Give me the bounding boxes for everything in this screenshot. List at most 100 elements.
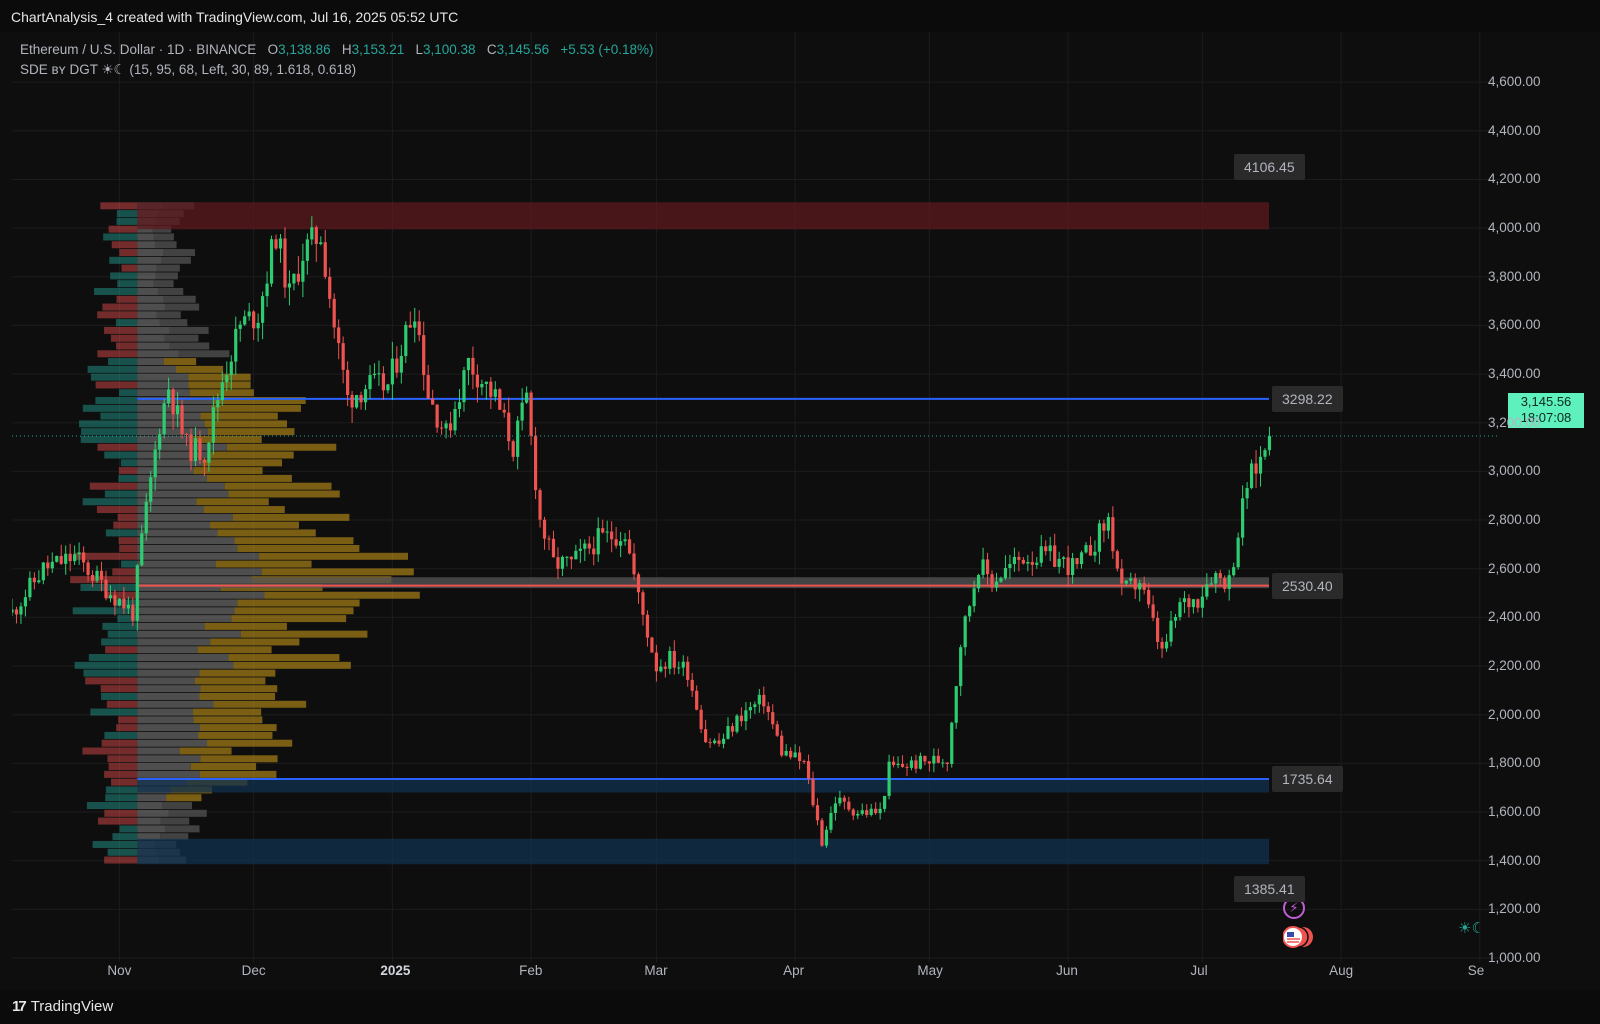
candle-body (149, 477, 153, 502)
candle-body (945, 762, 949, 764)
candle-body (820, 820, 824, 846)
candle-body (923, 755, 927, 762)
candle-body (86, 562, 90, 576)
candle-body (1196, 599, 1200, 608)
candle-body (399, 355, 403, 373)
candle-body (493, 389, 497, 397)
volume-profile-bar (210, 521, 299, 529)
volume-profile-bar (137, 295, 164, 303)
volume-profile-delta-bar (90, 373, 138, 381)
candle-body (1035, 562, 1039, 565)
volume-profile-delta-bar (87, 365, 138, 373)
volume-profile-delta-bar (100, 202, 138, 210)
volume-profile-bar (234, 537, 354, 545)
volume-profile-delta-bar (94, 287, 138, 295)
candle-body (381, 373, 386, 391)
volume-profile-bar (237, 599, 360, 607)
candle-body (708, 742, 712, 744)
volume-profile-delta-bar (101, 638, 138, 646)
legend-indicator-row[interactable]: SDE ʙʏ DGT ☀☾ (15, 95, 68, Left, 30, 89,… (20, 60, 654, 80)
volume-profile-delta-bar (96, 506, 138, 514)
volume-profile-bar (153, 280, 174, 288)
volume-profile-bar (204, 420, 287, 428)
candle-body (686, 661, 690, 680)
volume-profile-delta-bar (101, 692, 138, 700)
price-zone (137, 838, 1269, 865)
volume-profile-bar (137, 661, 234, 669)
candle-body (623, 539, 627, 542)
candle-body (560, 556, 565, 569)
volume-profile-bar (137, 233, 154, 241)
volume-profile-bar (137, 342, 170, 350)
volume-profile-bar (199, 692, 276, 700)
volume-profile-delta-bar (80, 583, 138, 591)
candle-body (578, 548, 582, 551)
volume-profile-bar (137, 249, 164, 257)
candle-body (448, 423, 453, 431)
chart-canvas[interactable] (12, 32, 1500, 982)
candle-body (202, 459, 207, 463)
candle-body (229, 361, 233, 376)
volume-profile-bar (137, 482, 225, 490)
candle-body (632, 553, 636, 575)
candle-body (390, 358, 394, 385)
candle-body (1053, 545, 1057, 567)
current-price-value: 3,145.56 (1520, 394, 1572, 409)
volume-profile-bar (210, 404, 301, 412)
us-flag-icon[interactable] (1283, 925, 1313, 949)
candle-body (77, 552, 81, 555)
volume-profile-bar (137, 817, 161, 825)
candle-body (542, 519, 547, 539)
volume-profile-bar (137, 552, 260, 560)
bar-countdown: 18:07:08 (1520, 410, 1572, 425)
volume-profile-delta-bar (104, 326, 138, 334)
candle-body (372, 373, 377, 376)
volume-profile-delta-bar (115, 319, 138, 327)
legend-open-value: 3,138.86 (278, 42, 331, 57)
candle-body (274, 239, 278, 249)
candle-body (547, 538, 551, 540)
candle-body (82, 552, 86, 563)
candle-body (704, 729, 708, 743)
volume-profile-delta-bar (112, 568, 138, 576)
candle-body (654, 652, 658, 672)
candle-body (278, 238, 283, 249)
candle-body (252, 311, 256, 329)
volume-profile-bar (237, 545, 360, 552)
tradingview-logo[interactable]: 17 TradingView (12, 998, 113, 1015)
volume-profile-bar (200, 412, 278, 420)
candle-body (762, 694, 766, 707)
volume-profile-bar (193, 716, 263, 724)
volume-profile-bar (161, 256, 191, 264)
candle-body (12, 609, 14, 613)
volume-profile-bar (137, 365, 176, 373)
current-price-tag: 3,145.56 18:07:08 (1508, 393, 1584, 428)
candle-body (806, 761, 811, 779)
candle-body (941, 762, 945, 764)
candle-body (413, 321, 417, 328)
candle-body (1258, 456, 1263, 474)
candle-body (23, 597, 28, 607)
candle-body (256, 322, 260, 329)
candle-body (1227, 575, 1231, 589)
legend-symbol[interactable]: Ethereum / U.S. Dollar · 1D · BINANCE (20, 42, 257, 57)
candle-body (431, 398, 435, 405)
volume-profile-delta-bar (118, 537, 138, 545)
volume-profile-delta-bar (104, 451, 138, 459)
session-sun-moon-icon[interactable]: ☀☾ (1458, 920, 1485, 937)
candle-body (1236, 537, 1240, 568)
volume-profile-bar (137, 506, 204, 514)
candle-body (516, 420, 520, 457)
tradingview-mark-icon: 17 (12, 998, 27, 1015)
volume-profile-bar (233, 661, 351, 669)
chart-area[interactable] (12, 32, 1500, 982)
candle-body (507, 412, 511, 442)
candle-body (1062, 557, 1066, 559)
volume-profile-delta-bar (118, 467, 138, 475)
candle-body (883, 795, 887, 809)
volume-profile-delta-bar (117, 615, 138, 623)
legend-indicator[interactable]: SDE ʙʏ DGT ☀☾ (15, 95, 68, Left, 30, 89,… (20, 62, 357, 77)
volume-profile-bar (154, 241, 177, 249)
candle-body (1151, 604, 1155, 618)
candle-body (614, 539, 618, 546)
